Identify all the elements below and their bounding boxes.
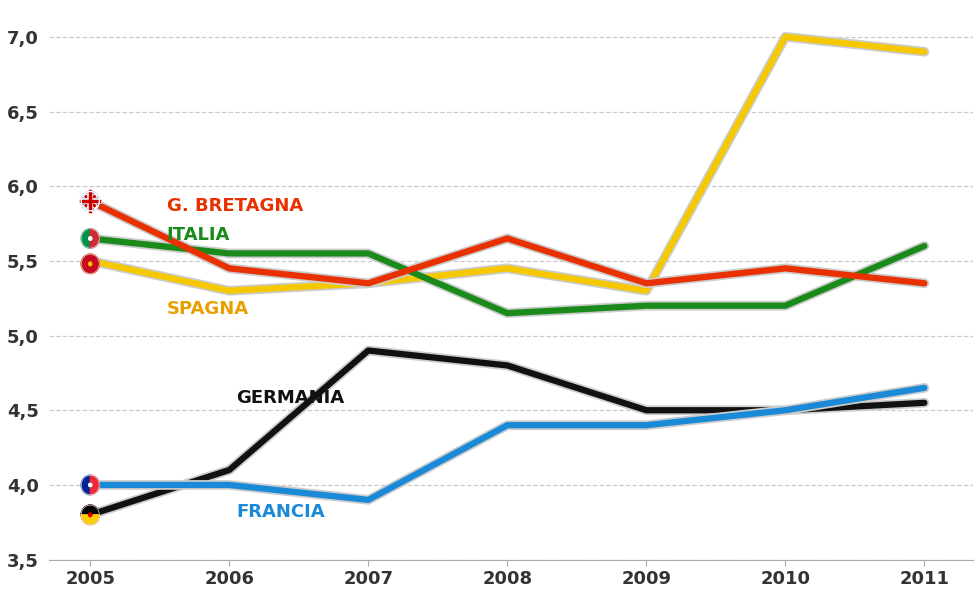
Circle shape <box>81 228 99 248</box>
Wedge shape <box>81 254 99 264</box>
Circle shape <box>81 192 99 211</box>
Wedge shape <box>81 264 99 274</box>
Wedge shape <box>90 228 99 248</box>
Wedge shape <box>81 505 99 515</box>
Wedge shape <box>81 228 90 248</box>
Wedge shape <box>81 515 99 525</box>
Circle shape <box>81 505 99 525</box>
Text: G. BRETAGNA: G. BRETAGNA <box>167 196 303 215</box>
Wedge shape <box>81 475 90 494</box>
Circle shape <box>81 475 99 494</box>
Circle shape <box>81 192 99 211</box>
Wedge shape <box>90 475 99 494</box>
Text: ITALIA: ITALIA <box>167 227 230 245</box>
Text: SPAGNA: SPAGNA <box>167 300 249 318</box>
Text: GERMANIA: GERMANIA <box>236 389 344 408</box>
Text: FRANCIA: FRANCIA <box>236 503 324 521</box>
Circle shape <box>81 254 99 274</box>
